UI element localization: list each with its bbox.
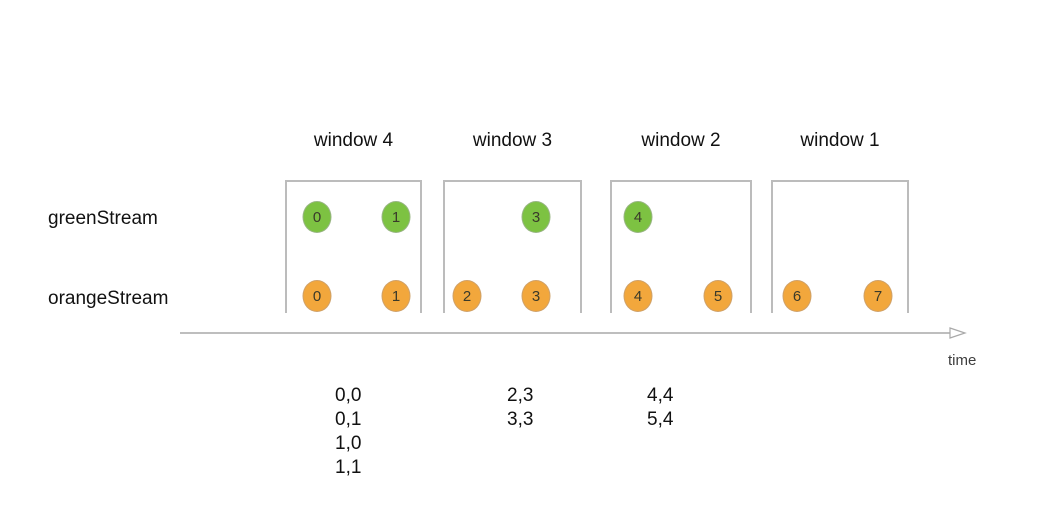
result-pair: 2,3: [507, 385, 534, 406]
window-2-box: [610, 180, 752, 313]
green-event-3: 3: [521, 201, 551, 233]
orange-event-0: 0: [302, 280, 332, 312]
window-3-box: [443, 180, 582, 313]
time-axis-label: time: [948, 352, 977, 369]
window-1-box: [771, 180, 909, 313]
orange-event-2: 2: [452, 280, 482, 312]
window-3-results: 2,3 3,3: [507, 384, 533, 432]
window-4-label: window 4: [313, 130, 394, 151]
orange-stream-label: orangeStream: [48, 288, 169, 309]
result-pair: 1,1: [335, 457, 362, 478]
result-pair: 5,4: [647, 409, 674, 430]
orange-event-7: 7: [863, 280, 893, 312]
window-1-label: window 1: [800, 130, 880, 151]
window-2-results: 4,4 5,4: [647, 384, 673, 432]
window-2-label: window 2: [641, 130, 721, 151]
orange-event-5: 5: [703, 280, 733, 312]
result-pair: 4,4: [647, 385, 674, 406]
green-event-4: 4: [623, 201, 653, 233]
green-event-1: 1: [381, 201, 411, 233]
result-pair: 1,0: [335, 433, 362, 454]
time-axis-arrow: [180, 327, 967, 339]
result-pair: 0,0: [335, 385, 362, 406]
orange-event-3: 3: [521, 280, 551, 312]
result-pair: 3,3: [507, 409, 534, 430]
window-4-box: [285, 180, 422, 313]
green-event-0: 0: [302, 201, 332, 233]
window-4-results: 0,0 0,1 1,0 1,1: [335, 384, 361, 480]
orange-event-6: 6: [782, 280, 812, 312]
orange-event-4: 4: [623, 280, 653, 312]
green-stream-label: greenStream: [48, 208, 158, 229]
result-pair: 0,1: [335, 409, 362, 430]
window-3-label: window 3: [472, 130, 553, 151]
orange-event-1: 1: [381, 280, 411, 312]
